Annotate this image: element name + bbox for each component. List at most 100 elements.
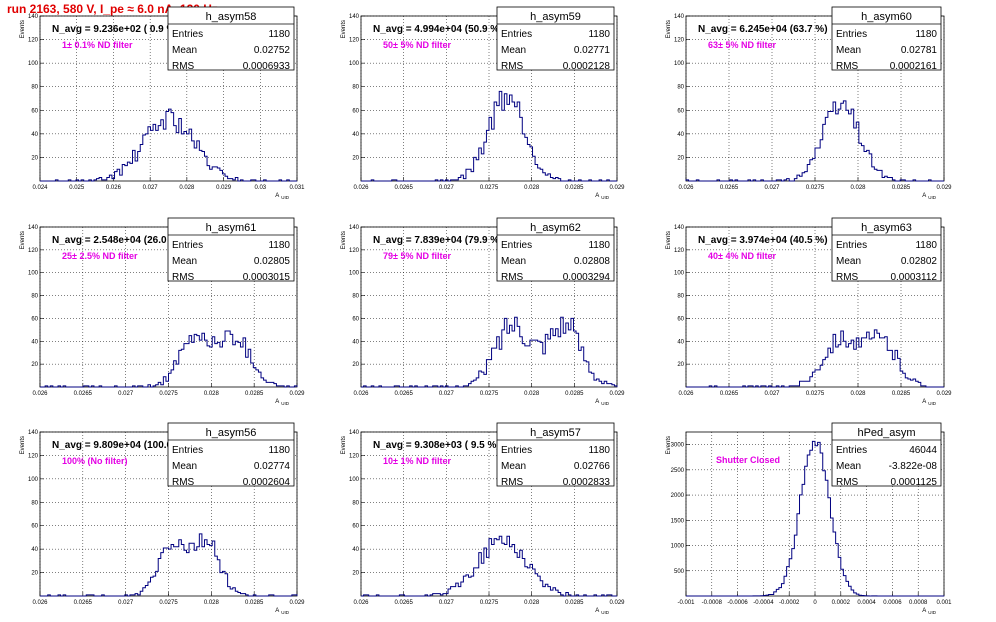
y-tick-label: 100 [349,477,360,483]
stats-value: 1180 [588,29,610,40]
filter-label: 63± 5% ND filter [708,40,776,50]
y-tick-label: 80 [31,500,38,506]
y-tick-label: 120 [349,453,360,459]
x-tick-label: 0.0265 [394,600,413,606]
y-tick-label: 80 [31,85,38,91]
stats-value: 1180 [915,29,937,40]
y-tick-label: 60 [31,316,38,322]
y-tick-label: 60 [352,108,359,114]
y-tick-label: 140 [28,225,39,231]
y-tick-label: 120 [349,38,360,44]
stats-box [831,422,942,487]
stats-key: Mean [501,45,526,56]
filter-label: 1± 0.1% ND filter [62,40,133,50]
x-tick-label: 0.026 [32,391,48,397]
y-tick-label: 120 [674,38,685,44]
y-tick-label: 20 [31,155,38,161]
stats-key: Entries [172,29,203,40]
histogram-name: h_asym59 [530,11,581,23]
stats-box [167,217,295,282]
y-tick-label: 20 [677,155,684,161]
histogram-name: h_asym56 [206,427,257,439]
y-tick-label: 500 [674,569,685,575]
stats-key: Mean [836,256,861,267]
y-tick-label: 80 [677,294,684,300]
x-tick-label: 0.027 [439,185,455,191]
y-tick-label: 80 [352,294,359,300]
x-tick-label: 0.0285 [245,600,264,606]
filter-label: 100% (No filter) [62,456,128,466]
y-tick-label: 60 [31,108,38,114]
y-tick-label: 80 [677,85,684,91]
y-tick-label: 140 [349,14,360,20]
x-tick-label: 0.0275 [159,600,178,606]
x-tick-label: 0.001 [936,600,952,606]
x-tick-label: 0.027 [118,600,134,606]
x-tick-label: 0.028 [850,391,866,397]
x-tick-label: 0.029 [609,185,625,191]
stats-value: 1180 [588,240,610,251]
y-axis-label: Events [341,20,347,38]
x-tick-label: 0.029 [609,391,625,397]
x-tick-label: 0.0275 [480,391,499,397]
y-tick-label: 3000 [671,443,685,449]
stats-key: Entries [501,29,532,40]
x-tick-label: 0.026 [678,391,694,397]
y-tick-label: 40 [677,132,684,138]
y-tick-label: 40 [352,339,359,345]
x-tick-label: 0.027 [764,185,780,191]
x-tick-label: 0.029 [936,391,952,397]
stats-value: 0.0002604 [243,477,291,488]
stats-value: 0.02802 [901,256,938,267]
x-tick-label: 0 [813,600,817,606]
stats-key: Entries [501,240,532,251]
stats-key: RMS [836,61,859,72]
filter-label: 40± 4% ND filter [708,251,776,261]
filter-label: 79± 5% ND filter [383,251,451,261]
stats-value: 0.0001125 [890,477,937,488]
histogram-line [40,330,298,388]
x-tick-label: 0.025 [69,185,85,191]
stats-value: -3.822e-08 [889,461,938,472]
x-tick-label: 0.028 [204,391,220,397]
n-avg-label: N_avg = 9.236e+02 ( 0.9 %) [52,24,179,35]
stats-key: Entries [501,445,532,456]
n-avg-label: N_avg = 3.974e+04 (40.5 %) [698,235,828,246]
y-tick-label: 20 [31,362,38,368]
y-tick-label: 140 [674,225,685,231]
n-avg-label: N_avg = 7.839e+04 (79.9 %) [373,235,503,246]
x-tick-label: 0.0265 [720,185,739,191]
n-avg-label: N_avg = 9.809e+04 (100.0 %) [52,440,187,451]
y-tick-label: 120 [28,453,39,459]
x-tick-label: 0.026 [353,600,369,606]
y-tick-label: 140 [349,225,360,231]
histogram-name: h_asym57 [530,427,581,439]
filter-label: 10± 1% ND filter [383,456,451,466]
y-tick-label: 2000 [671,493,685,499]
histogram-name: hPed_asym [857,427,915,439]
stats-key: RMS [501,477,524,488]
histogram-line [361,90,617,182]
stats-value: 0.02771 [574,45,611,56]
x-tick-label: 0.026 [32,600,48,606]
x-tick-label: -0.001 [677,600,695,606]
n-avg-label: N_avg = 2.548e+04 (26.0 %) [52,235,182,246]
y-axis-label: Events [666,231,672,249]
x-axis-label: A UID [922,608,937,615]
x-tick-label: 0.0006 [883,600,902,606]
histogram-name: h_asym58 [206,11,257,23]
stats-value: 0.02774 [254,461,291,472]
y-tick-label: 60 [352,316,359,322]
x-tick-label: 0.0275 [159,391,178,397]
y-axis-label: Events [666,436,672,454]
x-tick-label: 0.0285 [565,391,584,397]
n-avg-label: N_avg = 6.245e+04 (63.7 %) [698,24,828,35]
n-avg-label: N_avg = 4.994e+04 (50.9 %) [373,24,503,35]
y-tick-label: 40 [352,547,359,553]
stats-key: Entries [836,240,867,251]
y-tick-label: 100 [349,271,360,277]
y-axis-label: Events [20,231,26,249]
x-tick-label: 0.0275 [480,185,499,191]
stats-value: 0.02805 [254,256,291,267]
y-tick-label: 40 [352,132,359,138]
